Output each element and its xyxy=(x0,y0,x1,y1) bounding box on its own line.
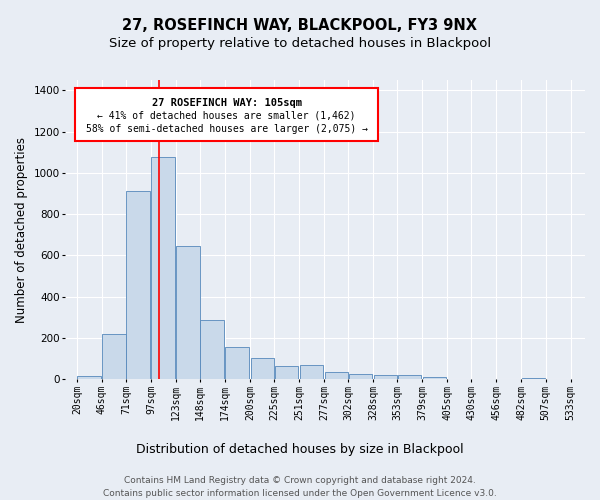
Text: 27, ROSEFINCH WAY, BLACKPOOL, FY3 9NX: 27, ROSEFINCH WAY, BLACKPOOL, FY3 9NX xyxy=(122,18,478,32)
Bar xyxy=(200,320,224,379)
Text: Size of property relative to detached houses in Blackpool: Size of property relative to detached ho… xyxy=(109,38,491,51)
Bar xyxy=(423,376,446,379)
Bar xyxy=(299,365,323,379)
Bar xyxy=(251,358,274,379)
Text: ← 41% of detached houses are smaller (1,462): ← 41% of detached houses are smaller (1,… xyxy=(97,111,356,121)
Bar xyxy=(398,376,421,379)
Y-axis label: Number of detached properties: Number of detached properties xyxy=(15,136,28,322)
FancyBboxPatch shape xyxy=(75,88,378,141)
Bar xyxy=(176,246,200,379)
Bar xyxy=(127,192,149,379)
Text: 58% of semi-detached houses are larger (2,075) →: 58% of semi-detached houses are larger (… xyxy=(86,124,368,134)
Text: Distribution of detached houses by size in Blackpool: Distribution of detached houses by size … xyxy=(136,442,464,456)
Bar xyxy=(349,374,372,379)
Text: Contains public sector information licensed under the Open Government Licence v3: Contains public sector information licen… xyxy=(103,489,497,498)
Bar xyxy=(522,378,545,379)
Text: Contains HM Land Registry data © Crown copyright and database right 2024.: Contains HM Land Registry data © Crown c… xyxy=(124,476,476,485)
Bar xyxy=(77,376,101,379)
Bar xyxy=(374,375,397,379)
Bar xyxy=(226,347,249,379)
Bar xyxy=(325,372,348,379)
Bar xyxy=(103,334,125,379)
Bar xyxy=(275,366,298,379)
Text: 27 ROSEFINCH WAY: 105sqm: 27 ROSEFINCH WAY: 105sqm xyxy=(152,98,302,108)
Bar xyxy=(151,158,175,379)
